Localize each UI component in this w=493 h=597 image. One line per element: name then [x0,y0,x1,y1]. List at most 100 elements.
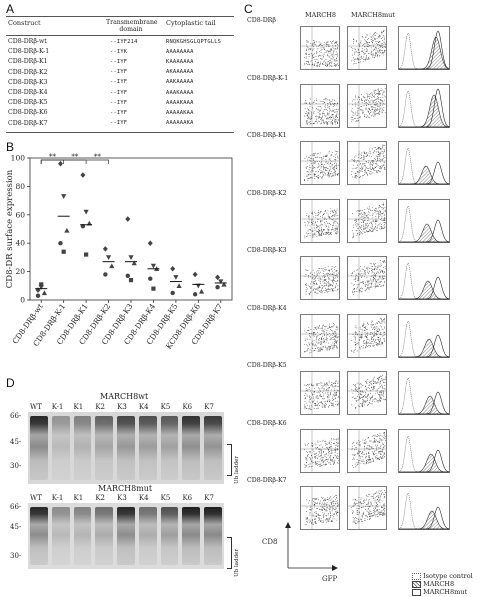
data-point [80,172,86,178]
significance-star: ** [49,153,57,161]
blot-lane-label: WT [30,494,42,502]
table-row-tail: AAAAAKAA [166,109,194,116]
flow-dotplot-march8 [300,313,340,358]
flow-row-label: CD8-DRβ-K-1 [247,74,289,82]
data-point [61,194,67,199]
legend-march8-label: MARCH8 [423,580,455,588]
blot-lane-label: K3 [117,403,127,411]
legend-march8mut-label: MARCH8mut [423,588,468,596]
ub-ladder-label: Ub ladder [234,456,240,484]
flow-col-header-march8mut: MARCH8mut [351,11,395,19]
blot-band [30,507,48,565]
y-tick-label: 20 [15,267,25,276]
flow-x-axis-label: GFP [322,575,338,583]
data-point [148,276,153,281]
y-tick-label: 80 [15,182,25,191]
blot-band [51,507,70,565]
blot-band [138,507,157,565]
blot-lane-label: K4 [138,494,149,502]
table-row-construct: CD8-DRβ-K3 [8,78,48,86]
legend-march8mut: MARCH8mut [412,588,467,596]
flow-histogram [398,83,450,128]
table-row-tail: AAKAAAAA [166,79,194,86]
flow-dotplot-march8mut [347,313,387,358]
data-point [35,293,41,298]
blot-lane-label: K6 [182,494,193,502]
y-axis-label: CD8-DR surface expression [5,169,15,288]
table-row-construct: CD8-DRβ-K5 [8,99,48,107]
flow-dotplot-march8mut [347,83,387,128]
legend-isotype-label: Isotype control [423,572,473,580]
flow-dotplot-march8 [300,256,340,300]
flow-row-label: CD8-DRβ-K4 [247,304,287,312]
header-transmembrane: Transmembrane domain [106,19,158,33]
flow-dotplot-march8mut [347,141,387,185]
blot-band [95,416,114,480]
blot-top-title: MARCH8wt [100,392,149,401]
flow-row-label: CD8-DRβ-K2 [247,189,287,197]
data-point [215,285,220,290]
blot-lane-label: K7 [204,403,214,411]
table-row-construct: CD8-DRβ-K4 [8,89,48,96]
flow-y-axis-label: CD8 [262,538,278,546]
blot-band [160,507,179,565]
blot-band [117,507,135,565]
data-point [57,160,63,167]
flow-histogram [398,141,450,185]
ub-ladder-bracket [227,537,232,569]
legend-isotype-swatch [412,572,421,580]
header-tm-line1: Transmembrane [106,19,158,26]
header-tail: Cytoplastic tail [166,19,216,27]
table-rule-top [6,16,234,17]
blot-lane-label: K-1 [51,403,64,411]
y-tick-label: 60 [15,210,25,219]
blot-band [73,507,92,565]
data-point [170,265,176,272]
table-rule-bottom [6,132,234,133]
legend-march8: MARCH8 [412,580,454,588]
table-row-tm: --IYF [110,99,128,106]
blot-march8wt [28,412,224,484]
flow-histogram [398,428,450,473]
blot-band [204,416,222,480]
significance-star: ** [71,153,79,161]
blot-lane-label: K7 [204,494,214,502]
table-row-construct: CD8-DRβ-K-1 [8,48,50,56]
flow-dotplot-march8mut [347,26,387,70]
flow-dotplot-march8mut [347,428,387,473]
table-row-tail: AAAKAAAA [166,89,194,96]
blot-band [73,416,92,480]
data-point [103,272,108,277]
table-row-tm: --IYF [110,109,128,116]
data-point [102,246,108,252]
panel-c-label: C [244,2,253,16]
data-point [131,260,137,266]
panel-b-label: B [6,140,15,154]
flow-row-label: CD8-DRβ-K1 [247,132,287,139]
data-point [109,263,115,269]
flow-dotplot-march8mut [347,256,387,300]
data-point [176,283,182,288]
data-point [218,279,224,285]
data-point [125,216,131,222]
blot-marker: 66- [10,412,22,420]
header-construct: Construct [8,19,41,27]
flow-dotplot-march8 [300,486,340,530]
data-point [35,287,41,293]
blot-bottom-title: MARCH8mut [98,484,153,493]
y-tick-label: 40 [15,239,25,248]
table-row-tm: --IYF [110,58,128,65]
flow-dotplot-march8mut [347,198,387,243]
flow-row-label: CD8-DRβ [247,17,276,24]
data-point [84,252,89,257]
blot-lane-label: K1 [73,403,84,411]
data-point [128,255,134,260]
blot-lane-label: K1 [73,494,84,502]
flow-histogram [398,256,450,300]
data-point [173,275,179,280]
header-tm-line2: domain [119,26,143,33]
table-row-construct: CD8-DRβ-wt [8,38,47,45]
flow-histogram [398,371,450,415]
table-row-construct: CD8-DRβ-K6 [8,109,48,117]
